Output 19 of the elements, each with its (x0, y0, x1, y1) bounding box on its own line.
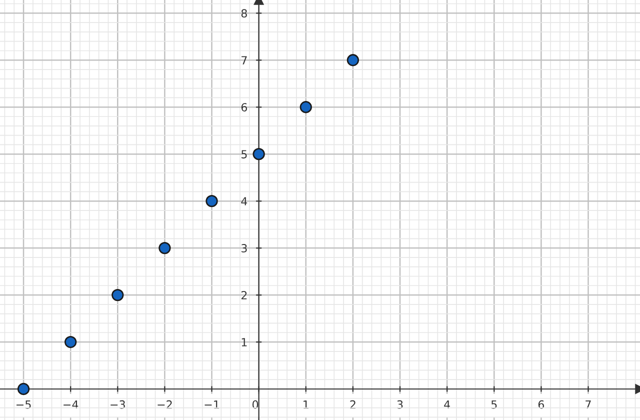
x-tick-label: 7 (586, 400, 591, 409)
point (252, 148, 265, 160)
point (64, 336, 77, 348)
y-tick-label: 8 (241, 9, 247, 18)
x-tick-label: −4 (64, 400, 78, 409)
point (206, 195, 218, 208)
y-tick-label: 2 (241, 291, 247, 300)
point (17, 382, 30, 396)
y-tick-label: 7 (242, 56, 247, 64)
point (112, 288, 124, 302)
y-tick-label: 6 (241, 103, 248, 112)
y-tick-label: 4 (241, 197, 248, 206)
y-tick-label: 3 (241, 244, 247, 252)
point (300, 101, 312, 114)
y-tick-label: 1 (242, 338, 247, 346)
x-tick-label: 4 (444, 400, 450, 409)
point (346, 54, 360, 66)
y-tick-label: 5 (242, 150, 247, 158)
point (158, 242, 171, 254)
